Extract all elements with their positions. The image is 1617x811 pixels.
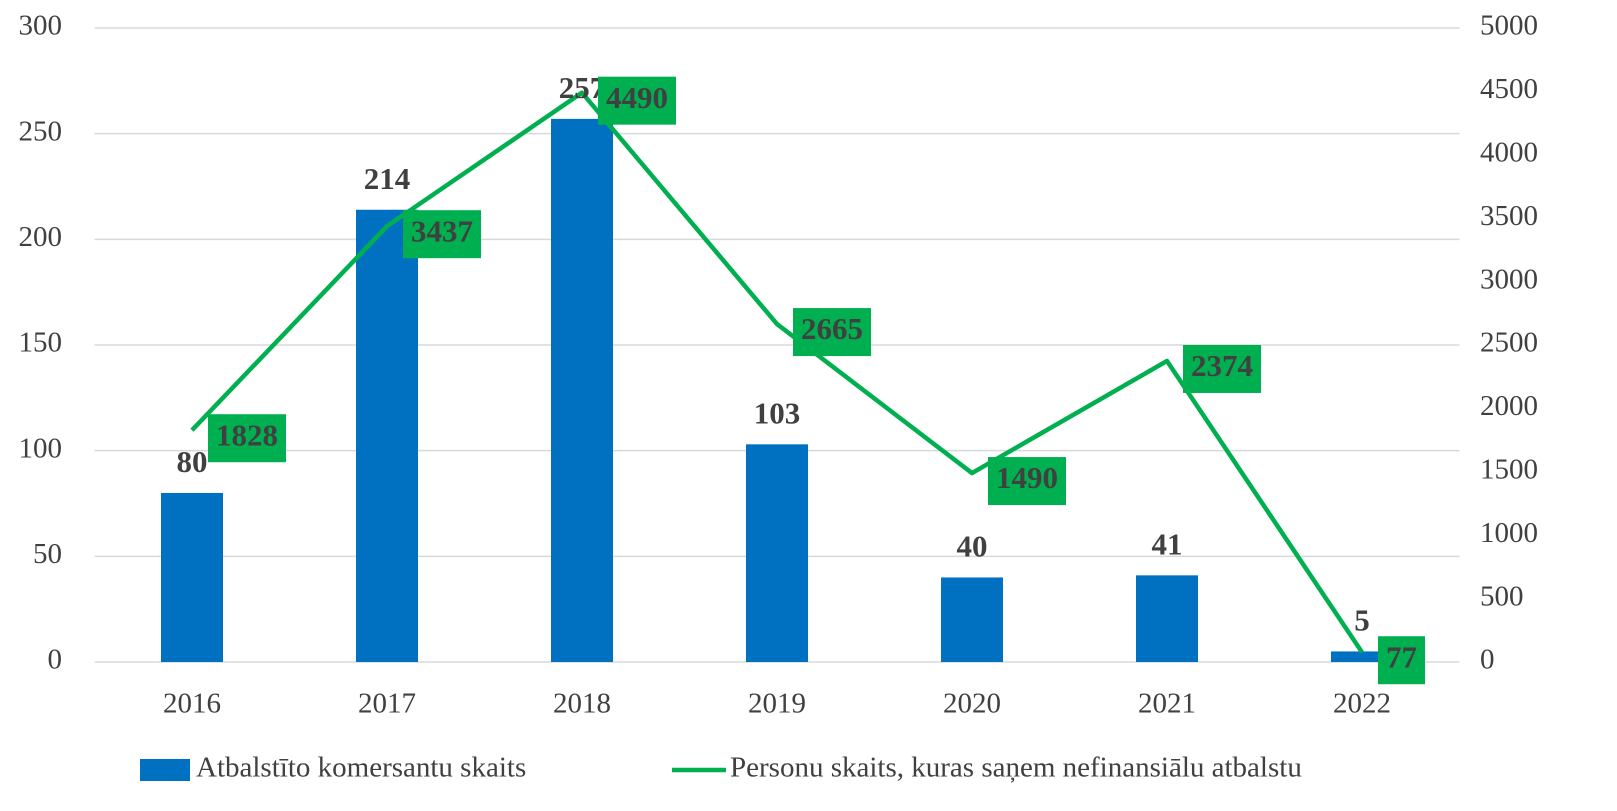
data-label: 1490 xyxy=(996,460,1058,495)
x-tick-label: 2019 xyxy=(748,688,806,720)
data-label: 214 xyxy=(364,161,411,196)
label-bg xyxy=(1183,344,1261,393)
y2-tick-label: 1000 xyxy=(1480,517,1538,549)
data-label-box: 2374 xyxy=(1183,344,1261,393)
data-label-box: 4490 xyxy=(598,76,676,125)
x-tick-label: 2021 xyxy=(1138,688,1196,720)
bar xyxy=(1136,575,1198,662)
label-bg xyxy=(988,457,1066,506)
y-tick-label: 200 xyxy=(19,221,63,253)
y-tick-label: 300 xyxy=(19,10,63,42)
bar xyxy=(161,492,223,662)
data-label: 40 xyxy=(957,529,988,564)
bar xyxy=(1331,651,1393,662)
y2-tick-label: 500 xyxy=(1480,580,1524,612)
y2-tick-label: 5000 xyxy=(1480,10,1538,42)
legend-label: Personu skaits, kuras saņem nefinansiālu… xyxy=(730,752,1302,784)
y2-tick-label: 3000 xyxy=(1480,263,1538,295)
data-label: 103 xyxy=(754,395,801,430)
data-label: 1828 xyxy=(216,417,278,452)
legend-swatch xyxy=(140,759,190,781)
y-tick-label: 250 xyxy=(19,115,63,147)
label-bg xyxy=(598,76,676,125)
y2-tick-label: 2500 xyxy=(1480,327,1538,359)
y2-tick-label: 2000 xyxy=(1480,390,1538,422)
data-label: 257 xyxy=(559,70,606,105)
label-bg xyxy=(208,414,286,463)
data-label: 5 xyxy=(1354,603,1370,638)
x-tick-label: 2020 xyxy=(943,688,1001,720)
data-label-box: 77 xyxy=(1378,636,1425,685)
data-label: 2665 xyxy=(801,311,863,346)
y-tick-label: 150 xyxy=(19,327,63,359)
data-label-box: 1490 xyxy=(988,457,1066,506)
y-tick-label: 50 xyxy=(33,538,62,570)
x-tick-label: 2016 xyxy=(163,688,221,720)
x-tick-label: 2017 xyxy=(358,688,416,720)
label-bg xyxy=(1378,636,1425,685)
data-label-box: 1828 xyxy=(208,414,286,463)
label-bg xyxy=(793,308,871,357)
data-label: 4490 xyxy=(606,80,668,115)
y2-tick-label: 1500 xyxy=(1480,453,1538,485)
x-tick-label: 2018 xyxy=(553,688,611,720)
bar xyxy=(551,118,613,662)
legend-label: Atbalstīto komersantu skaits xyxy=(196,752,526,784)
data-label: 80 xyxy=(177,444,208,479)
data-label: 3437 xyxy=(411,213,473,248)
y2-tick-label: 4000 xyxy=(1480,136,1538,168)
label-bg xyxy=(403,210,481,259)
data-label: 2374 xyxy=(1191,348,1253,383)
y2-tick-label: 0 xyxy=(1480,644,1495,676)
y2-tick-label: 3500 xyxy=(1480,200,1538,232)
data-label-box: 3437 xyxy=(403,210,481,259)
y2-tick-label: 4500 xyxy=(1480,73,1538,105)
y-tick-label: 0 xyxy=(48,644,63,676)
data-label: 77 xyxy=(1386,639,1417,674)
y-tick-label: 100 xyxy=(19,432,63,464)
data-label: 41 xyxy=(1152,526,1183,561)
bar xyxy=(356,209,418,662)
x-tick-label: 2022 xyxy=(1333,688,1391,720)
line xyxy=(190,90,1364,654)
bar xyxy=(941,577,1003,662)
data-label-box: 2665 xyxy=(793,308,871,357)
bar xyxy=(746,444,808,662)
